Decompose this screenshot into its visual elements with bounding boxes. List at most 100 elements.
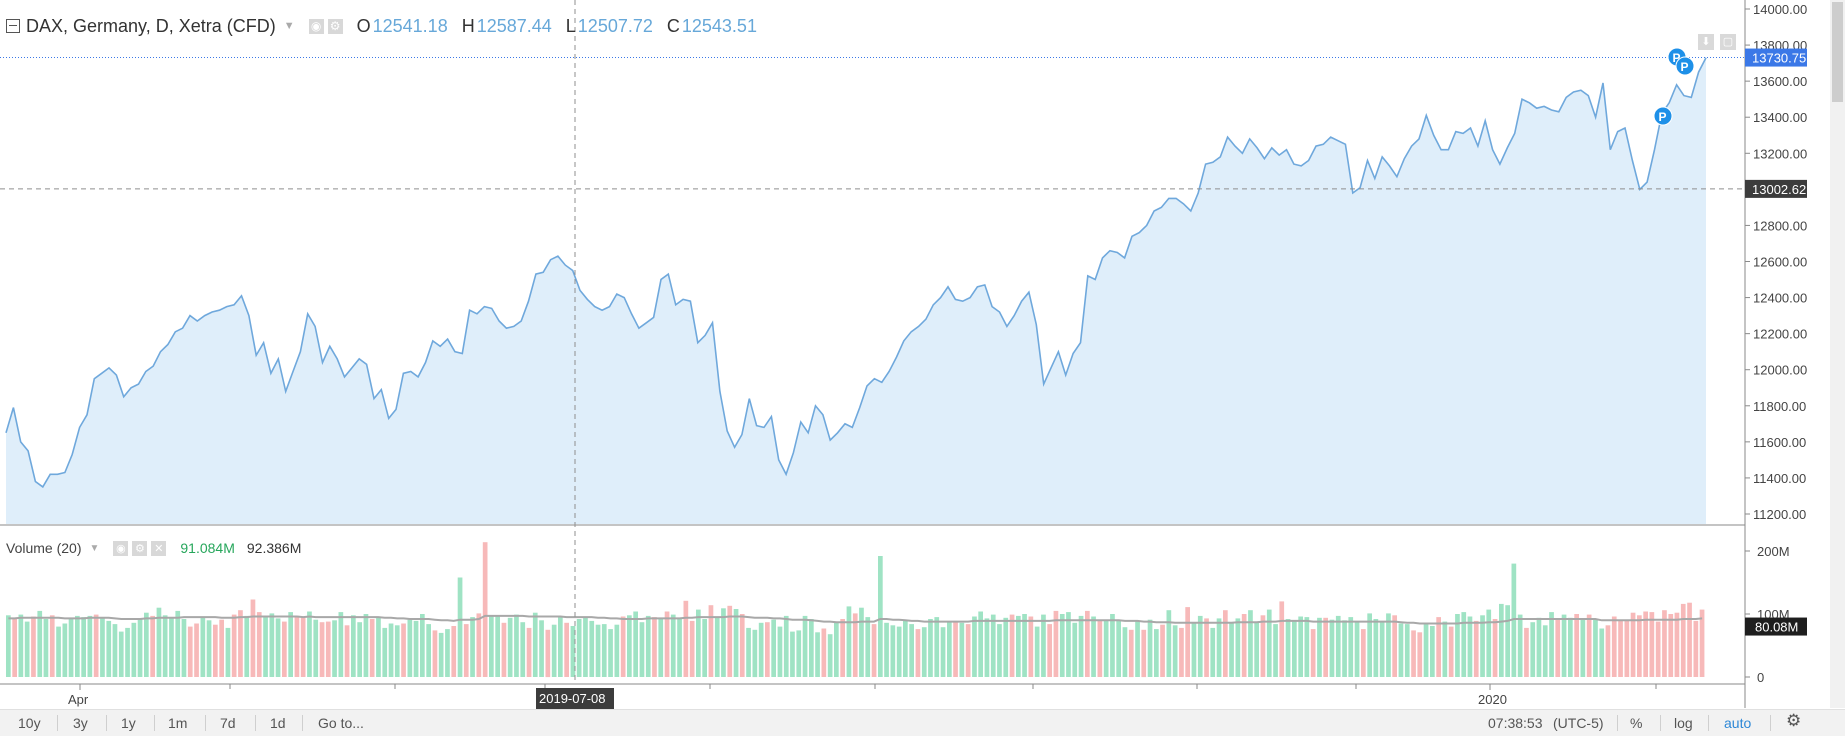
auto-toggle[interactable]: auto [1724,715,1752,731]
volume-badge-value: 80.08M [1755,620,1798,635]
scrollbar[interactable] [1830,0,1845,708]
range-3y-button[interactable]: 3y [73,715,88,731]
volume-bar [1204,618,1209,677]
arrow-down-icon[interactable]: ⬇ [1698,34,1714,50]
volume-bar [1555,619,1561,677]
range-1m-button[interactable]: 1m [168,715,188,731]
scrollbar-thumb[interactable] [1832,2,1843,102]
volume-bar [1624,619,1630,677]
volume-bar [407,619,413,677]
log-toggle[interactable]: log [1674,715,1693,731]
goto-button[interactable]: Go to... [318,715,364,731]
symbol-title[interactable]: DAX, Germany, D, Xetra (CFD) [26,15,276,36]
gear-icon[interactable]: ⚙ [327,18,343,34]
volume-bar [1285,619,1291,677]
p-marker-label: P [1673,51,1681,65]
maximize-icon[interactable]: ▢ [1720,34,1736,50]
crosshair-price-value: 13002.62 [1752,182,1806,197]
gear-icon[interactable]: ⚙ [132,540,148,556]
volume-bar [809,619,814,677]
volume-title[interactable]: Volume (20) [6,540,82,556]
price-tick-label: 13200.00 [1753,146,1807,161]
volume-bar [401,623,406,677]
volume-bar [1085,610,1090,677]
volume-bar [357,622,362,677]
volume-bar [507,617,513,677]
volume-bar [351,615,356,677]
volume-bar [1304,617,1310,677]
price-tick-label: 11400.00 [1753,471,1806,486]
volume-bar [6,615,11,677]
collapse-icon[interactable] [6,19,20,33]
volume-bar [601,624,607,677]
volume-bar [834,622,839,677]
volume-bar [1197,615,1203,677]
volume-bar [884,622,889,677]
range-1d-button[interactable]: 1d [270,715,286,731]
volume-bar [815,632,820,677]
volume-bar [1323,617,1328,677]
volume-bar [765,622,770,677]
volume-bar [501,622,507,677]
volume-bar [1461,612,1467,677]
p-marker[interactable] [1675,56,1695,76]
volume-bar [1254,621,1259,677]
range-7d-button[interactable]: 7d [220,715,236,731]
volume-bar [363,614,369,677]
volume-bar [489,615,494,677]
percent-toggle[interactable]: % [1630,715,1643,731]
volume-bar [1091,616,1096,677]
eye-icon[interactable]: ◉ [308,18,324,34]
volume-bar [890,625,896,677]
volume-bar [1448,626,1454,677]
volume-bar [294,615,300,677]
volume-bar [112,624,118,677]
volume-bar [1292,620,1297,677]
range-1y-button[interactable]: 1y [121,715,136,731]
volume-bar [627,615,632,677]
range-10y-button[interactable]: 10y [18,715,41,731]
volume-bar [539,620,544,677]
volume-bar [300,617,306,677]
volume-bar [796,630,802,677]
timezone-button[interactable]: (UTC-5) [1553,715,1604,731]
volume-ma-value: 92.386M [246,540,302,556]
volume-bar [1103,619,1109,677]
volume-bar [589,620,595,677]
volume-bar [752,629,758,678]
volume-bar [545,629,551,678]
volume-bar [81,617,86,677]
volume-bar [1379,621,1385,677]
volume-bar [978,611,983,677]
close-icon[interactable]: ✕ [151,540,167,556]
volume-bar [1473,620,1479,677]
volume-bar [953,620,958,677]
volume-bar [1599,628,1605,677]
divider [302,715,303,731]
volume-bar [1417,632,1423,677]
volume-bar [219,619,224,677]
volume-ma-line [8,614,1703,625]
chevron-down-icon[interactable]: ▼ [283,20,295,32]
volume-bar [1260,615,1266,677]
volume-bar [49,615,55,677]
volume-bar [1003,617,1009,677]
gear-icon[interactable]: ⚙ [1786,711,1802,730]
volume-bar [1655,621,1661,677]
volume-bar [1630,612,1636,677]
price-tick-label: 12200.00 [1753,327,1807,342]
price-tick-label: 12400.00 [1753,291,1807,306]
volume-bar [388,623,394,677]
volume-bar [1637,615,1642,677]
volume-bar [1266,609,1272,677]
volume-bar [1442,621,1448,677]
volume-bar [526,627,532,677]
volume-bar [12,618,17,677]
volume-bar [1110,614,1115,677]
chevron-down-icon[interactable]: ▼ [89,542,100,554]
p-marker[interactable] [1653,106,1673,126]
volume-bar [325,621,331,677]
eye-icon[interactable]: ◉ [113,540,129,556]
